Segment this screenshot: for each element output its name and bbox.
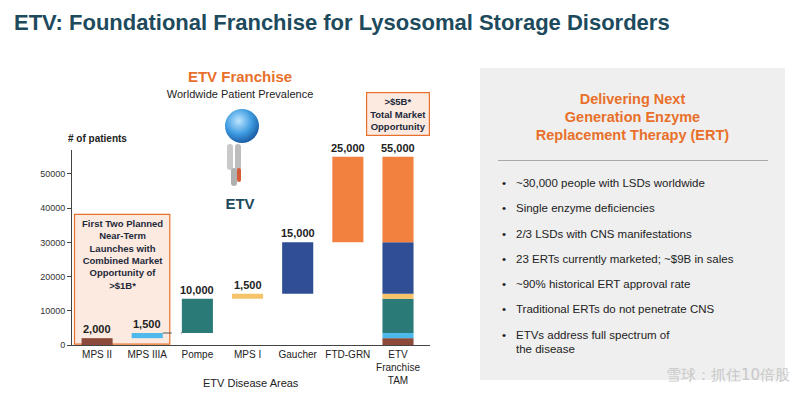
html-text:Replacement Therapy (ERT): Replacement Therapy (ERT) — [535, 127, 730, 143]
html-text:Generation Enzyme: Generation Enzyme — [564, 109, 701, 125]
html-text:ETVs address full spectrum of: ETVs address full spectrum of — [516, 328, 670, 341]
html-text:ETV: ETV — [225, 195, 255, 212]
html-text:ETV Franchise: ETV Franchise — [187, 68, 293, 85]
svg-text:50000: 50000 — [40, 169, 65, 179]
svg-text:1,500: 1,500 — [234, 279, 262, 291]
svg-text:MPS II: MPS II — [82, 349, 112, 360]
svg-text:>$5B*Total MarketOpportunity: >$5B*Total MarketOpportunity — [370, 96, 426, 132]
svg-text:20000: 20000 — [40, 272, 65, 282]
svg-text:25,000: 25,000 — [331, 142, 365, 154]
html-text:Delivering Next: Delivering Next — [579, 91, 686, 107]
svg-text:FTD-GRN: FTD-GRN — [325, 349, 370, 360]
svg-text:MPS I: MPS I — [234, 349, 261, 360]
html-text:23 ERTs currently marketed; ~$: 23 ERTs currently marketed; ~$9B in sale… — [516, 252, 734, 265]
svg-text:Gaucher: Gaucher — [279, 349, 318, 360]
svg-text:40000: 40000 — [40, 203, 65, 213]
svg-text:10000: 10000 — [40, 306, 65, 316]
html-text:ETV: Foundational Franchise fo: ETV: Foundational Franchise for Lysosoma… — [14, 10, 670, 35]
svg-text:1,500: 1,500 — [133, 318, 161, 330]
html-text:~30,000 people with LSDs world: ~30,000 people with LSDs worldwide — [516, 177, 705, 189]
html-text:Worldwide Patient Prevalence: Worldwide Patient Prevalence — [166, 88, 314, 100]
svg-text:2,000: 2,000 — [83, 323, 111, 335]
html-text:~90% historical ERT approval r: ~90% historical ERT approval rate — [516, 278, 691, 291]
html-text:Traditional ERTs do not penetr: Traditional ERTs do not penetrate CNS — [516, 303, 715, 316]
svg-text:# of patients: # of patients — [68, 133, 127, 144]
svg-text:Pompe: Pompe — [182, 349, 214, 360]
html-text:2/3 LSDs with CNS manifestatio: 2/3 LSDs with CNS manifestations — [516, 227, 692, 240]
svg-text:First Two PlannedNear-TermLaun: First Two PlannedNear-TermLaunches withC… — [82, 218, 163, 291]
svg-text:MPS IIIA: MPS IIIA — [128, 349, 168, 360]
html-text:the disease: the disease — [516, 342, 575, 355]
svg-text:10,000: 10,000 — [180, 284, 214, 296]
svg-text:0: 0 — [60, 340, 65, 350]
svg-text:ETV Disease Areas: ETV Disease Areas — [203, 377, 299, 389]
svg-text:55,000: 55,000 — [381, 142, 415, 154]
svg-text:15,000: 15,000 — [281, 227, 315, 239]
html-text:雪球：抓住10倍股: 雪球：抓住10倍股 — [665, 366, 790, 384]
svg-text:30000: 30000 — [40, 238, 65, 248]
svg-text:ETVFranchiseTAM: ETVFranchiseTAM — [376, 349, 420, 386]
html-text:Single enzyme deficiencies: Single enzyme deficiencies — [516, 202, 655, 215]
